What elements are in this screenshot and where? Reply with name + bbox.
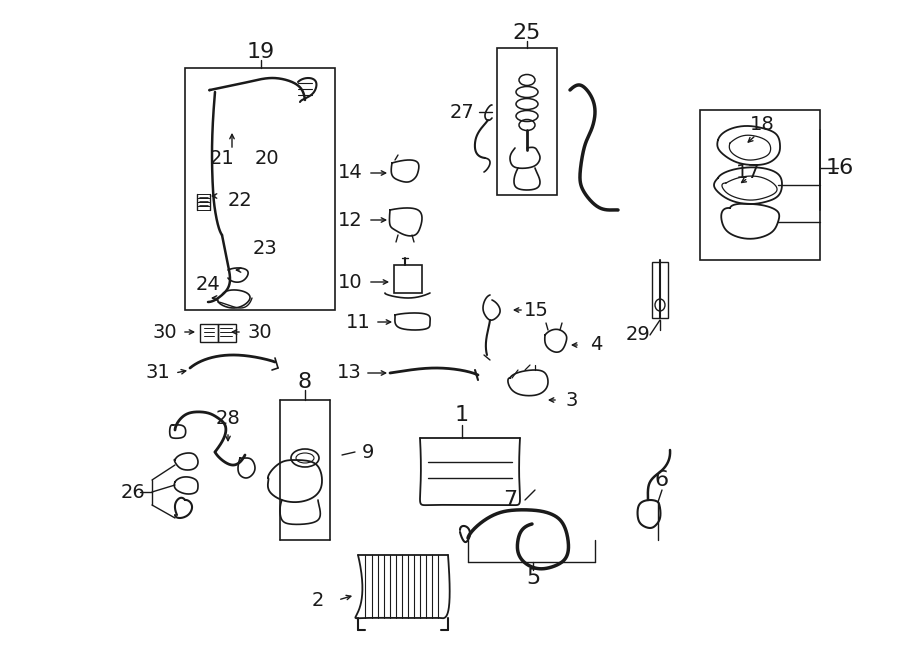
Bar (185, 68, 335, 310)
Text: 1: 1 (454, 405, 469, 425)
Text: 21: 21 (210, 149, 234, 167)
Bar (700, 110, 820, 260)
Text: 18: 18 (750, 116, 774, 134)
Text: 24: 24 (195, 274, 220, 293)
Text: 8: 8 (298, 372, 312, 392)
Text: 14: 14 (338, 163, 363, 182)
Text: 25: 25 (513, 23, 541, 43)
Text: 20: 20 (255, 149, 279, 167)
Text: 28: 28 (216, 408, 240, 428)
Text: 30: 30 (248, 323, 273, 342)
Text: 30: 30 (153, 323, 177, 342)
Text: 19: 19 (247, 42, 275, 62)
Text: 27: 27 (450, 102, 474, 122)
Text: 13: 13 (337, 364, 362, 383)
Text: 26: 26 (121, 483, 146, 502)
Text: 4: 4 (590, 336, 602, 354)
Text: 9: 9 (362, 442, 374, 461)
Text: 16: 16 (826, 158, 854, 178)
Text: 31: 31 (146, 364, 170, 383)
Text: 17: 17 (735, 163, 760, 182)
Bar (652, 262, 668, 318)
Text: 10: 10 (338, 272, 363, 292)
Text: 15: 15 (524, 301, 548, 319)
Text: 5: 5 (526, 568, 540, 588)
Text: 11: 11 (346, 313, 371, 332)
Text: 7: 7 (503, 490, 517, 510)
Bar (394, 265, 422, 293)
Bar (497, 48, 557, 195)
Bar (200, 324, 218, 342)
Text: 3: 3 (566, 391, 578, 410)
Text: 23: 23 (253, 239, 277, 258)
Text: 2: 2 (311, 590, 324, 609)
Text: 22: 22 (228, 190, 252, 210)
Text: 12: 12 (338, 210, 363, 229)
Text: 6: 6 (655, 470, 669, 490)
Bar (218, 324, 236, 342)
Text: 29: 29 (626, 325, 651, 344)
